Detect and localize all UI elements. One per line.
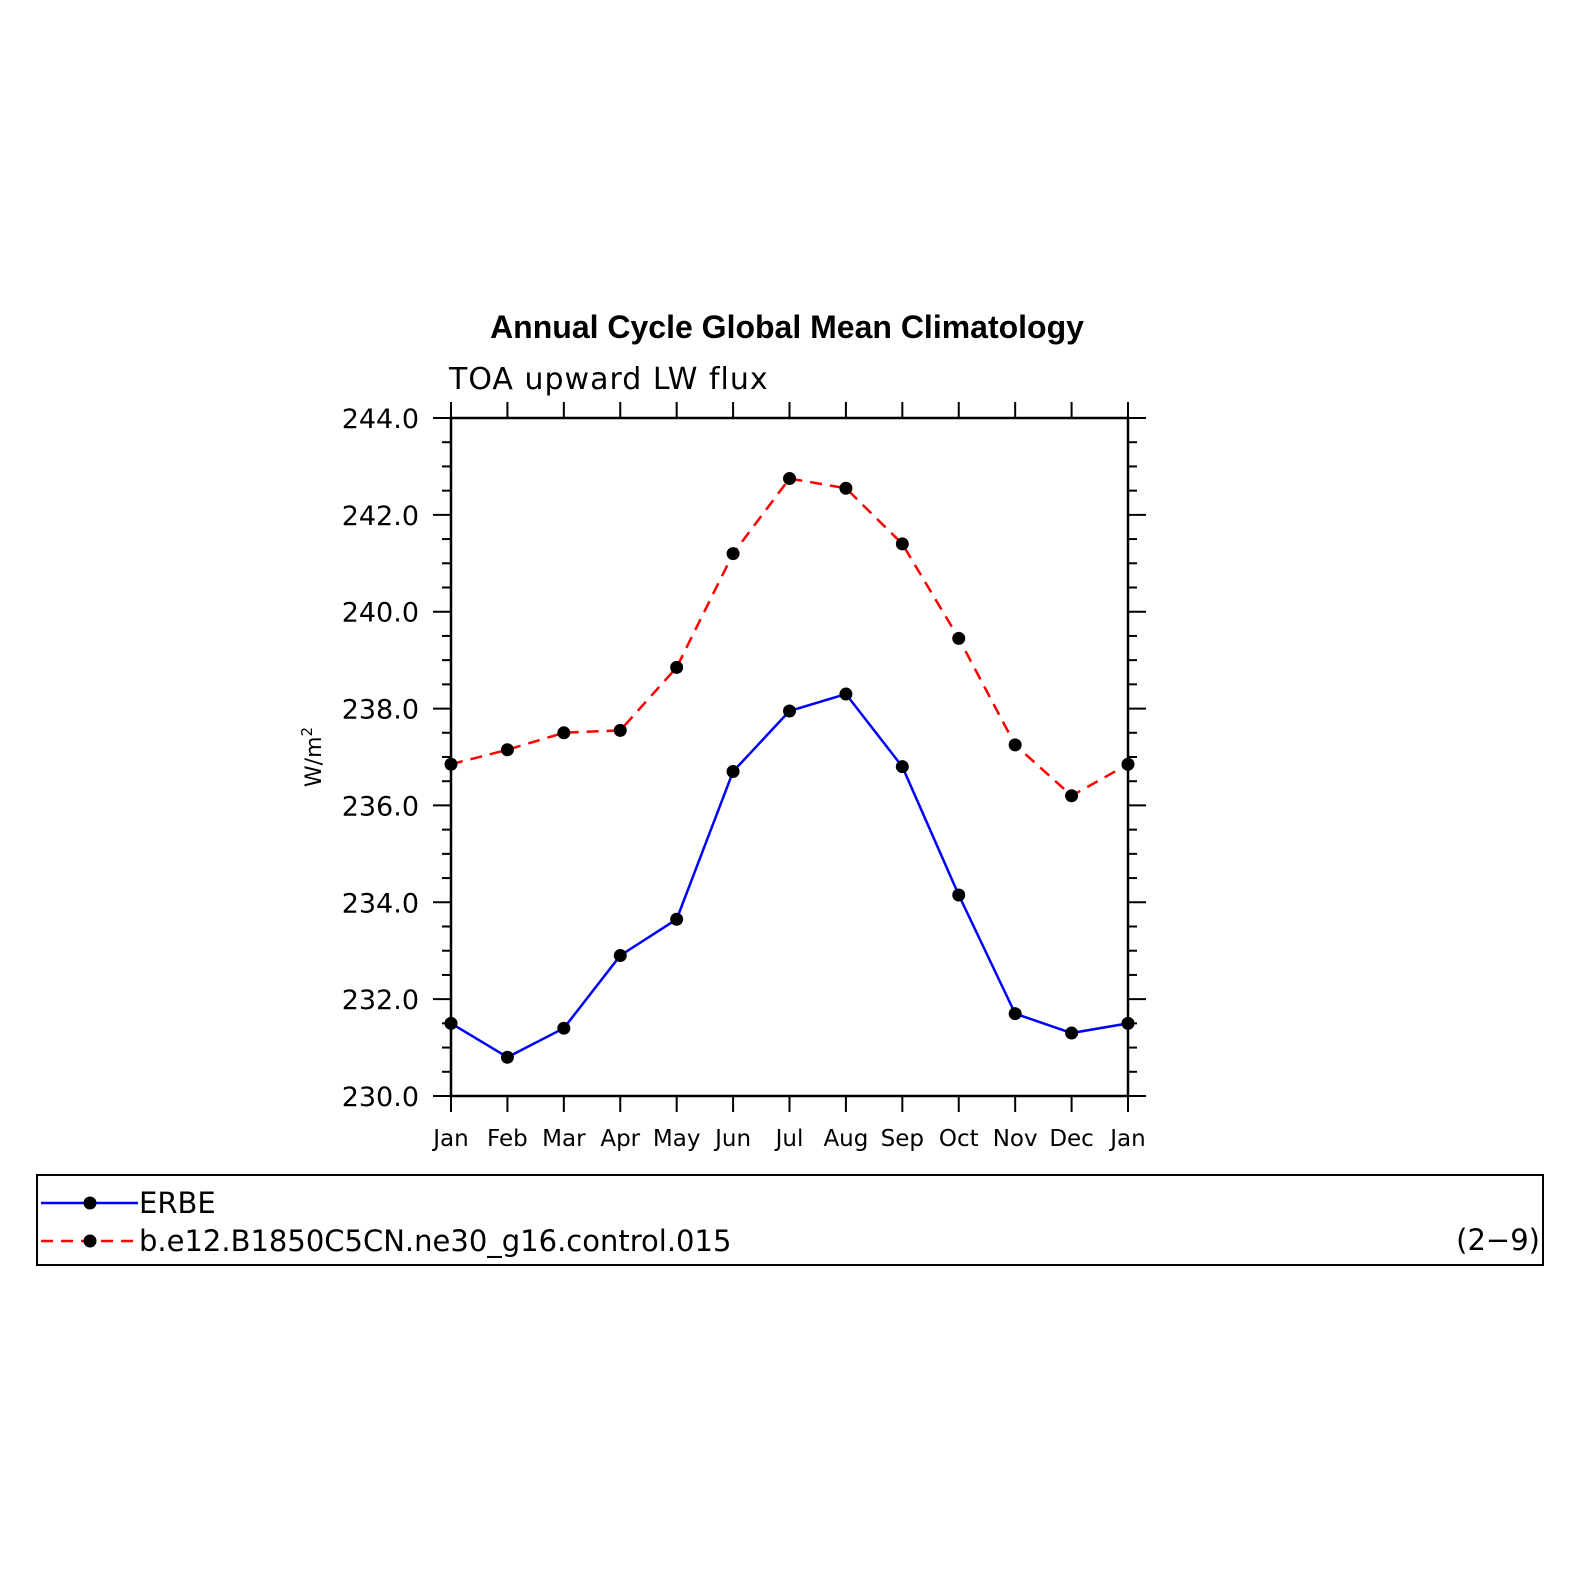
- series-point-2: [1008, 738, 1022, 752]
- y-tick-label: 230.0: [342, 1082, 419, 1113]
- y-tick-label: 238.0: [342, 695, 419, 726]
- series-point-1: [444, 1016, 458, 1030]
- x-tick-label: Jun: [713, 1126, 751, 1152]
- plot-frame: [449, 416, 1130, 1098]
- series-point-2: [1121, 757, 1135, 771]
- series-point-2: [726, 547, 740, 561]
- series-point-1: [613, 949, 627, 963]
- series-point-1: [1008, 1007, 1022, 1021]
- series-point-1: [895, 760, 909, 774]
- x-tick-label: Jul: [774, 1126, 804, 1152]
- y-tick-label: 242.0: [342, 501, 419, 532]
- chart-title: Annual Cycle Global Mean Climatology: [490, 309, 1084, 345]
- x-tick-label: Nov: [993, 1126, 1038, 1152]
- y-tick-label: 232.0: [342, 985, 419, 1016]
- legend: ERBE b.e12.B1850C5CN.ne30_g16.control.015…: [36, 1174, 1544, 1266]
- legend-box: [36, 1174, 1544, 1266]
- x-tick-label: Jan: [431, 1126, 468, 1152]
- x-tick-label: Jan: [1108, 1126, 1145, 1152]
- series-point-1: [670, 912, 684, 926]
- y-tick-label: 240.0: [342, 598, 419, 629]
- series-line-2: [450, 477, 1129, 798]
- series-point-2: [613, 723, 627, 737]
- series-point-2: [444, 757, 458, 771]
- y-axis-label-base: W/m: [302, 736, 327, 787]
- y-tick-label: 234.0: [342, 888, 419, 919]
- x-tick-label: Sep: [881, 1126, 924, 1152]
- series-point-1: [783, 704, 796, 718]
- series-point-2: [783, 472, 796, 486]
- series-point-2: [1065, 789, 1079, 803]
- series-point-2: [557, 726, 571, 740]
- x-tick-label: Apr: [600, 1126, 640, 1152]
- series-point-2: [839, 481, 853, 495]
- x-tick-label: Feb: [487, 1126, 528, 1152]
- series-point-1: [1065, 1026, 1079, 1040]
- x-tick-label: May: [653, 1126, 701, 1152]
- series-point-1: [726, 765, 740, 779]
- series-point-1: [839, 687, 853, 701]
- legend-label-2: b.e12.B1850C5CN.ne30_g16.control.015: [139, 1224, 731, 1258]
- panel-label: (2−9): [1456, 1223, 1540, 1257]
- series-point-1: [952, 888, 966, 902]
- series-point-1: [1121, 1016, 1135, 1030]
- series-layer: [444, 472, 1135, 1064]
- x-tick-label: Aug: [823, 1126, 868, 1152]
- series-point-1: [500, 1050, 514, 1064]
- series-point-2: [670, 660, 684, 674]
- chart-subtitle: TOA upward LW flux: [448, 362, 769, 397]
- y-axis-label-superscript: 2: [298, 727, 316, 737]
- series-point-2: [895, 537, 909, 551]
- series-point-2: [952, 631, 966, 645]
- legend-marker-1: [83, 1196, 97, 1210]
- plot-axes: 230.0 232.0 234.0 236.0 238.0 240.0 242.0 244.0…: [342, 402, 1146, 1152]
- series-line-1: [450, 692, 1129, 1059]
- x-tick-label: Dec: [1049, 1126, 1094, 1152]
- series-point-1: [557, 1021, 571, 1035]
- y-tick-label: 244.0: [342, 404, 419, 435]
- x-tick-label: Mar: [542, 1126, 586, 1152]
- legend-label-1: ERBE: [139, 1186, 216, 1220]
- legend-marker-2: [83, 1234, 97, 1248]
- y-tick-label: 236.0: [342, 791, 419, 822]
- x-tick-label: Oct: [939, 1126, 979, 1152]
- series-point-2: [500, 743, 514, 757]
- y-axis-label: W/m2: [298, 727, 327, 787]
